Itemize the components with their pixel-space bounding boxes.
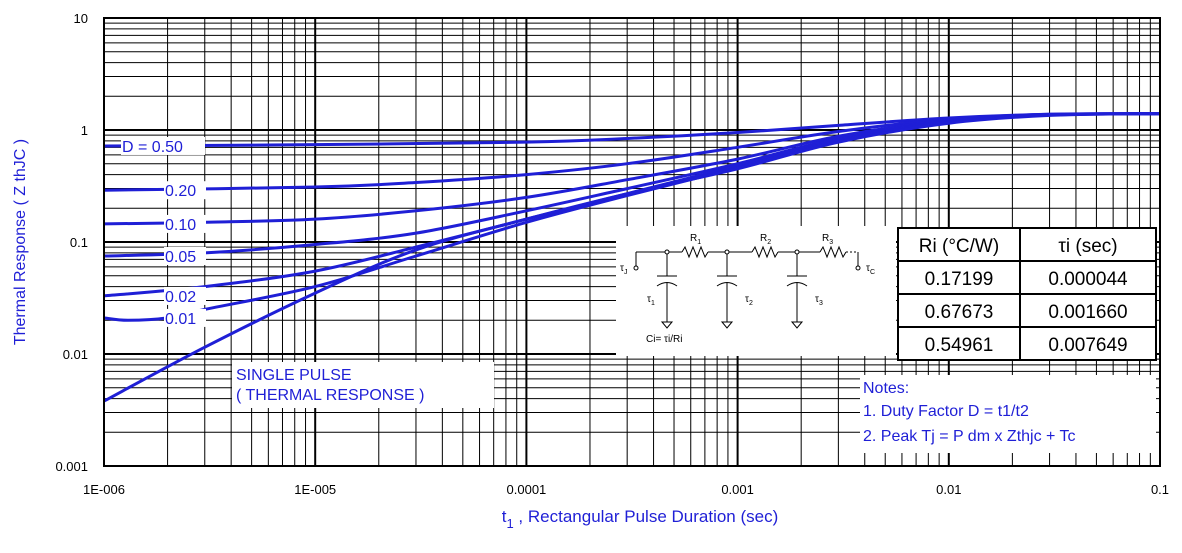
r1-label: R1 — [690, 233, 701, 246]
table-header-ri: Ri (°C/W) — [919, 236, 999, 257]
table-cell: 0.67673 — [925, 302, 994, 323]
r3-label: R3 — [822, 233, 833, 246]
x-tick-label: 1E-005 — [294, 482, 336, 497]
notes-title: Notes: — [863, 380, 909, 397]
series-labels: D = 0.50 0.20 0.10 0.05 0.02 0.01 — [121, 136, 206, 328]
single-pulse-line1: SINGLE PULSE — [236, 367, 352, 384]
x-tick-label: 0.1 — [1151, 482, 1169, 497]
x-axis-label-main: t — [502, 507, 507, 526]
x-axis-label-rest: , Rectangular Pulse Duration (sec) — [514, 507, 779, 526]
y-tick-label: 0.001 — [55, 459, 88, 474]
chart-series — [103, 112, 1161, 403]
note-1: 1. Duty Factor D = t1/t2 — [863, 403, 1029, 420]
table-cell: 0.54961 — [925, 335, 994, 356]
x-axis-ticks: 1E-006 1E-005 0.0001 0.001 0.01 0.1 — [83, 482, 1169, 497]
series-label: 0.10 — [165, 217, 196, 234]
y-tick-label: 0.01 — [63, 347, 88, 362]
series-label-bg — [164, 214, 206, 233]
y-tick-label: 1 — [81, 123, 88, 138]
table-cell: 0.000044 — [1048, 269, 1128, 290]
table-cell: 0.001660 — [1048, 302, 1127, 323]
tau1-label: τ1 — [647, 294, 655, 307]
single-pulse-annotation: SINGLE PULSE ( THERMAL RESPONSE ) — [232, 362, 494, 408]
y-axis-label: Thermal Response ( Z thJC ) — [12, 139, 29, 345]
x-tick-label: 1E-006 — [83, 482, 125, 497]
plot-frame — [103, 17, 1161, 467]
table-header-tau: τi (sec) — [1058, 236, 1117, 257]
x-axis-label: t1 , Rectangular Pulse Duration (sec) — [502, 507, 779, 531]
tau-j-label: τJ — [620, 263, 627, 276]
note-2: 2. Peak Tj = P dm x Zthjc + Tc — [863, 428, 1076, 445]
ci-formula: Ci= τi/Ri — [646, 334, 682, 345]
tau3-label: τ3 — [815, 294, 823, 307]
thermal-circuit-diagram: τJ R1 R2 R3 τC — [616, 226, 896, 356]
tau-c-label: τC — [866, 263, 875, 276]
series-line-6 — [103, 112, 1161, 403]
series-label-bg — [121, 136, 205, 155]
x-tick-label: 0.01 — [936, 482, 961, 497]
series-label: 0.05 — [165, 249, 196, 266]
series-label: 0.02 — [165, 289, 196, 306]
y-tick-label: 10 — [74, 11, 88, 26]
notes-annotation: Notes: 1. Duty Factor D = t1/t2 2. Peak … — [860, 375, 1156, 453]
table-cell: 0.007649 — [1048, 335, 1127, 356]
series-label: 0.20 — [165, 183, 196, 200]
series-label-bg — [164, 308, 206, 327]
single-pulse-line2: ( THERMAL RESPONSE ) — [236, 387, 424, 404]
x-axis-label-sub: 1 — [506, 516, 513, 531]
y-tick-label: 0.1 — [70, 235, 88, 250]
y-axis-ticks: 10 1 0.1 0.01 0.001 — [55, 11, 88, 474]
series-label: D = 0.50 — [122, 139, 183, 156]
table-cell: 0.17199 — [925, 269, 994, 290]
thermal-resistance-table: Ri (°C/W) τi (sec) 0.17199 0.000044 0.67… — [897, 227, 1157, 361]
tau2-label: τ2 — [745, 294, 753, 307]
series-label-bg — [164, 181, 206, 200]
series-label-bg — [164, 246, 206, 265]
x-tick-label: 0.001 — [721, 482, 754, 497]
r2-label: R2 — [760, 233, 771, 246]
x-tick-label: 0.0001 — [507, 482, 547, 497]
series-label: 0.01 — [165, 311, 196, 328]
series-label-bg — [164, 286, 206, 305]
